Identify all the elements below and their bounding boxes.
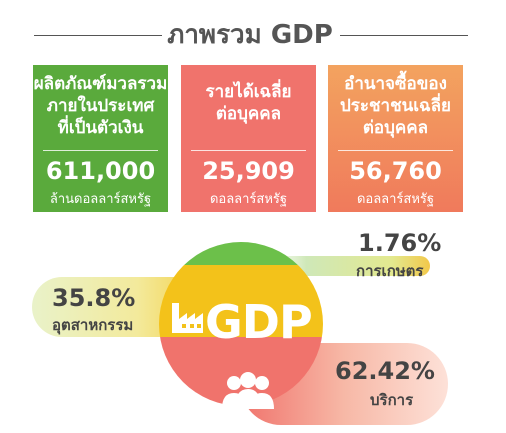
card-label-line: ผลิตภัณฑ์มวลรวม <box>33 74 168 94</box>
gdp-center-label: GDP <box>205 295 313 349</box>
factory-icon <box>172 303 203 333</box>
card-divider <box>43 150 158 151</box>
agriculture-percent: 1.76% <box>358 229 442 257</box>
title-rule-left <box>34 35 162 36</box>
card-label-line: ต่อบุคคล <box>362 118 429 138</box>
card-label-line: อำนาจซื้อของ <box>344 74 447 94</box>
card-label-line: รายได้เฉลี่ย <box>205 82 292 102</box>
people-icon <box>222 372 274 409</box>
card-unit: ดอลลาร์สหรัฐ <box>209 192 288 207</box>
card-value: 25,909 <box>202 157 295 185</box>
card-value: 611,000 <box>45 157 156 185</box>
card-label-line: ต่อบุคคล <box>215 104 282 124</box>
agriculture-name: การเกษตร <box>356 262 424 280</box>
card-label-line: ที่เป็นตัวเงิน <box>57 118 144 138</box>
card-divider <box>338 150 453 151</box>
services-name: บริการ <box>370 391 414 409</box>
gdp-sector-graphic <box>32 242 448 425</box>
nominal-gdp-card: ผลิตภัณฑ์มวลรวม ภายในประเทศ ที่เป็นตัวเง… <box>33 65 168 212</box>
card-divider <box>191 150 306 151</box>
card-unit: ดอลลาร์สหรัฐ <box>356 192 435 207</box>
card-label-line: ประชาชนเฉลี่ย <box>339 96 452 116</box>
card-unit: ล้านดอลลาร์สหรัฐ <box>49 192 152 207</box>
card-value: 56,760 <box>349 157 442 185</box>
income-per-capita-card: รายได้เฉลี่ย ต่อบุคคล 25,909 ดอลลาร์สหรั… <box>181 65 316 212</box>
page-title: ภาพรวม GDP <box>167 20 333 50</box>
industry-name: อุตสาหกรรม <box>52 316 134 334</box>
industry-percent: 35.8% <box>52 284 136 312</box>
card-label-line: ภายในประเทศ <box>46 96 155 116</box>
services-percent: 62.42% <box>335 357 435 385</box>
purchasing-power-card: อำนาจซื้อของ ประชาชนเฉลี่ย ต่อบุคคล 56,7… <box>328 65 463 212</box>
title-rule-right <box>340 35 468 36</box>
